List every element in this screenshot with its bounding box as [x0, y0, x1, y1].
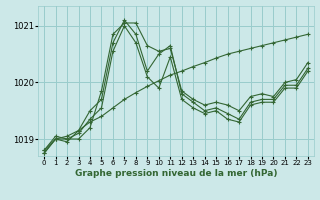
- X-axis label: Graphe pression niveau de la mer (hPa): Graphe pression niveau de la mer (hPa): [75, 169, 277, 178]
